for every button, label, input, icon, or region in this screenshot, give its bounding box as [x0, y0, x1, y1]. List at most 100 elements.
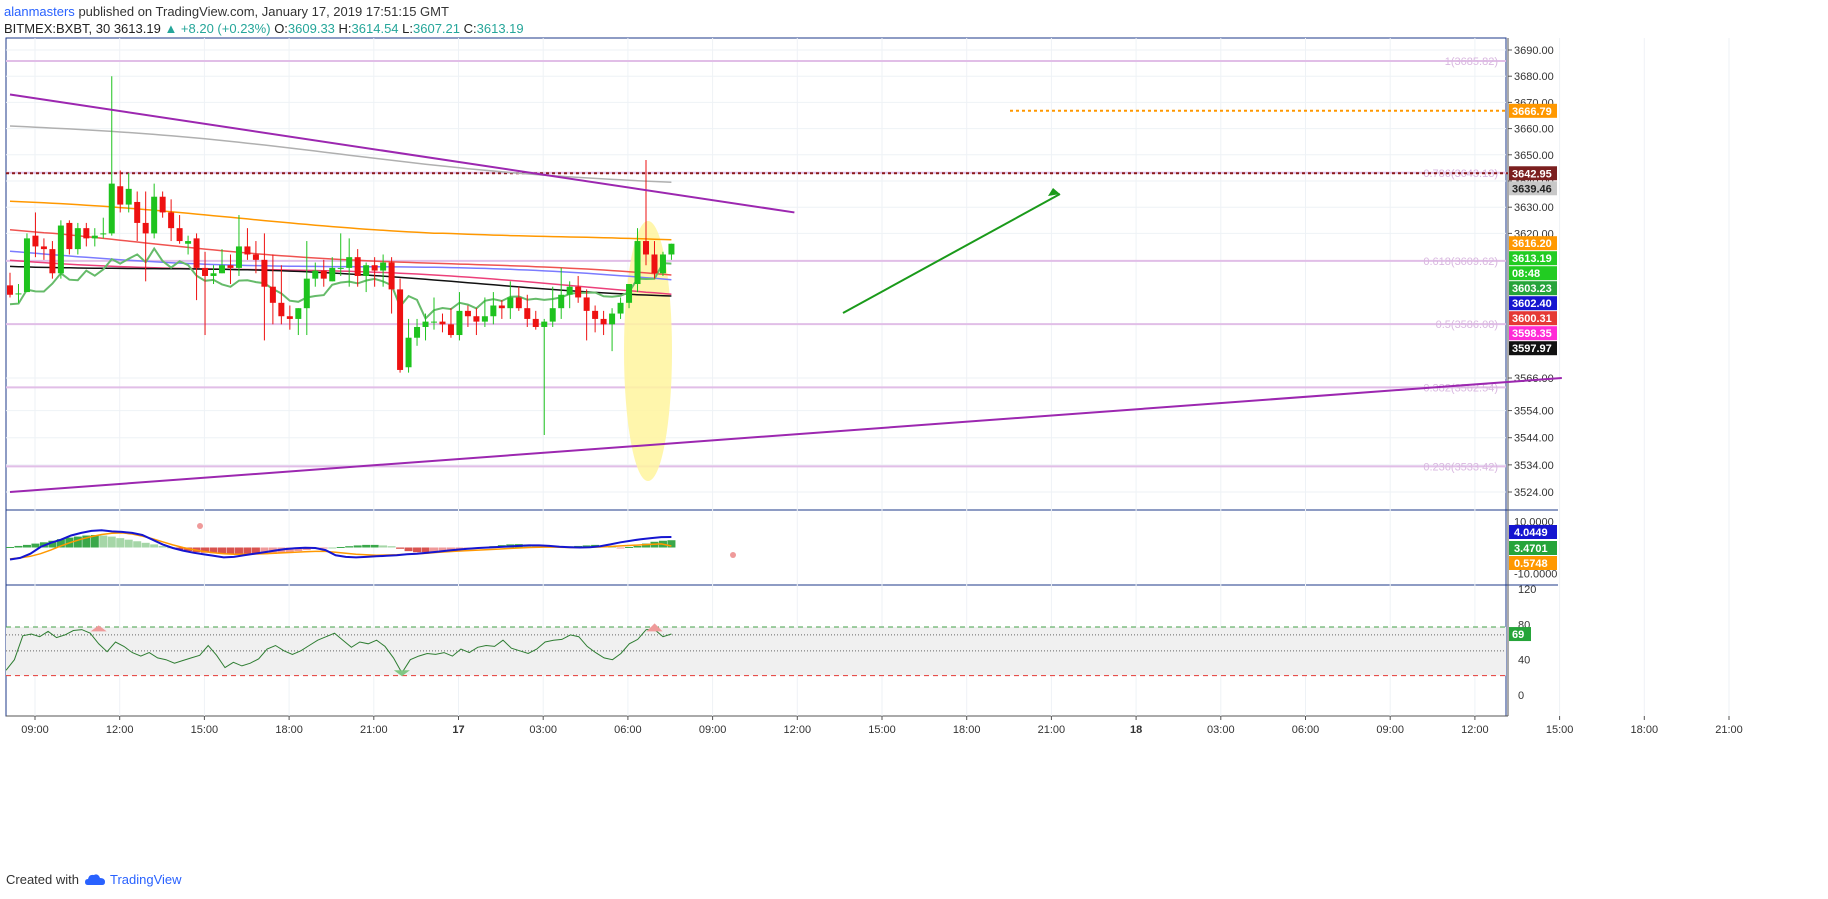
candle-body [57, 225, 64, 274]
macd-label-text: 4.0449 [1514, 527, 1548, 539]
candle-body [49, 249, 56, 274]
created-with-text: Created with [6, 872, 79, 887]
macd-label-text: 3.4701 [1514, 543, 1548, 555]
macd-histogram-bar [99, 535, 108, 548]
candle-body [125, 188, 132, 205]
macd-value-label: 0.5748 [1509, 556, 1557, 570]
price-label-text: 3603.23 [1512, 283, 1552, 295]
macd-histogram-bar [294, 547, 303, 552]
rsi-line [5, 629, 672, 674]
macd-histogram-bar [413, 547, 422, 553]
candle-body [397, 289, 404, 370]
candle-body [312, 270, 319, 279]
candle-body [422, 321, 429, 327]
macd-histogram-bar [667, 540, 676, 548]
candle-body [464, 310, 471, 317]
candle-body [303, 278, 310, 309]
x-tick-label: 03:00 [1207, 724, 1235, 736]
macd-histogram-bar [14, 545, 23, 548]
price-label-text: 3666.79 [1512, 106, 1552, 118]
low-value: 3607.21 [413, 21, 461, 36]
macd-histogram-bar [107, 536, 116, 548]
x-tick-label: 15:00 [191, 724, 219, 736]
candle-body [176, 228, 183, 242]
candle-body [185, 241, 192, 244]
low-label: L: [402, 21, 414, 36]
macd-histogram-bar [218, 547, 226, 554]
fib-label: 0.382(3562.54) [1423, 382, 1498, 394]
candle-body [659, 254, 666, 274]
high-label: H: [338, 21, 352, 36]
candle-body [261, 259, 268, 287]
fib-label: 0.618(3609.62) [1423, 256, 1498, 268]
tradingview-cloud-icon [84, 874, 105, 885]
price-label: 3613.19 [1509, 251, 1557, 266]
rsi-value-label: 69 [1509, 627, 1531, 642]
close-label: C: [463, 21, 477, 36]
price-label-bg [1509, 341, 1557, 356]
candle-body [337, 267, 344, 269]
author-link[interactable]: alanmasters [4, 4, 75, 19]
price-label: 3666.79 [1509, 103, 1557, 118]
candle-body [507, 297, 514, 309]
price-label-text: 3602.40 [1512, 298, 1552, 310]
price-label: 3600.31 [1509, 311, 1557, 326]
candle-body [286, 316, 293, 319]
price-label-bg [1509, 181, 1557, 196]
tradingview-link[interactable]: TradingView [110, 872, 182, 887]
x-tick-label: 21:00 [1715, 724, 1743, 736]
candle-body [244, 246, 251, 255]
arrow-head-icon [1048, 188, 1060, 196]
macd-line [9, 529, 672, 561]
candle-body [447, 324, 454, 336]
candle-body [15, 293, 22, 295]
open-label: O: [274, 21, 288, 36]
rsi-y-tick-label: 0 [1518, 690, 1524, 702]
price-label-text: 3613.19 [1512, 253, 1552, 265]
candle-body [91, 235, 98, 239]
macd-histogram-bar [362, 544, 371, 548]
price-label-bg [1509, 236, 1557, 251]
macd-histogram-bar [328, 547, 337, 549]
macd-histogram-bar [31, 543, 40, 548]
publication-line: alanmasters published on TradingView.com… [4, 4, 449, 19]
x-tick-label: 17 [452, 724, 464, 736]
macd-histogram-bar [387, 546, 396, 548]
x-tick-label: 09:00 [699, 724, 727, 736]
fib-label: 0.236(3533.42) [1423, 461, 1498, 473]
macd-histogram-bar [56, 539, 65, 548]
x-tick-label: 09:00 [1376, 724, 1404, 736]
y-tick-label: 3534.00 [1514, 460, 1554, 472]
x-tick-label: 06:00 [614, 724, 642, 736]
macd-histogram-bar [6, 546, 14, 548]
candle-body [210, 273, 217, 276]
candle-body [566, 286, 573, 295]
macd-histogram-bar [285, 547, 294, 553]
candle-body [371, 265, 378, 271]
macd-histogram-bar [353, 545, 362, 548]
price-label-text: 08:48 [1512, 268, 1540, 280]
price-label-text: 3598.35 [1512, 328, 1552, 340]
candle-body [295, 308, 302, 319]
y-tick-label: 3650.00 [1514, 150, 1554, 162]
candle-body [431, 321, 437, 323]
candle-body [583, 297, 590, 311]
candle-body [117, 186, 124, 205]
price-label: 3602.40 [1509, 296, 1557, 311]
candle-body [626, 284, 633, 303]
candle-body [346, 257, 353, 268]
macd-histogram-bar [430, 547, 438, 552]
candle-body [515, 297, 522, 309]
y-tick-label: 3524.00 [1514, 487, 1554, 499]
candle-body [202, 267, 209, 276]
price-label: 3639.46 [1509, 181, 1557, 196]
candle-body [83, 228, 90, 239]
macd-label-text: 0.5748 [1514, 558, 1548, 570]
candle-body [643, 241, 649, 255]
macd-histogram-bar [141, 542, 150, 548]
candle-body [193, 238, 200, 268]
highlight-ellipse [624, 221, 672, 481]
rsi-y-tick-label: 120 [1518, 584, 1536, 596]
rsi-overbought-marker [646, 623, 663, 632]
